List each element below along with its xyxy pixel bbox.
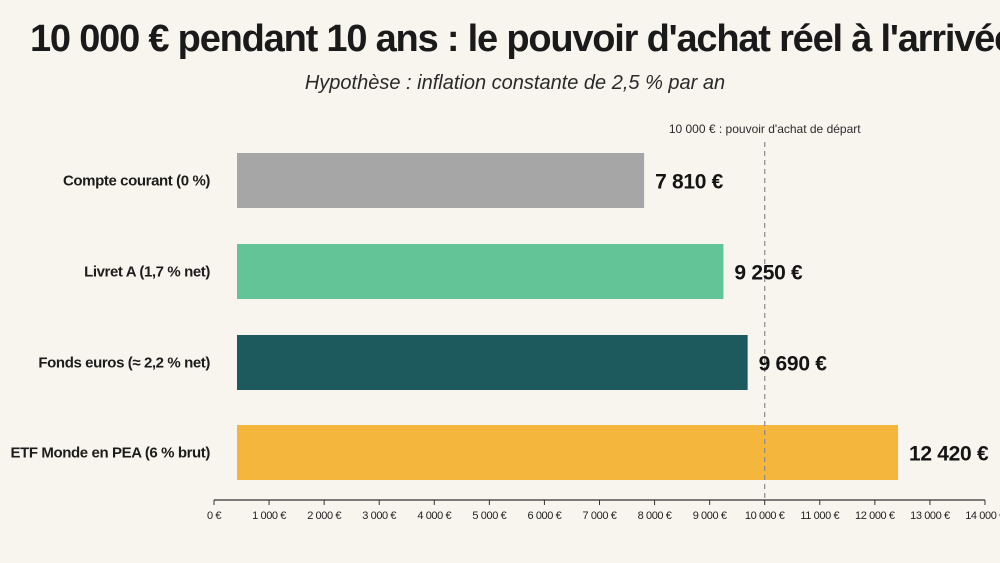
bar-2 — [237, 335, 748, 390]
x-tick-label-4: 4 000 € — [417, 510, 451, 522]
bars-layer — [237, 153, 898, 480]
bar-0 — [237, 153, 645, 208]
category-label-2: Fonds euros (≈ 2,2 % net) — [38, 355, 210, 372]
value-label-2: 9 690 € — [759, 353, 828, 376]
x-tick-label-3: 3 000 € — [362, 510, 396, 522]
reference-line-label: 10 000 € : pouvoir d'achat de départ — [669, 122, 861, 136]
x-tick-label-7: 7 000 € — [583, 510, 617, 522]
bar-1 — [237, 244, 724, 299]
category-label-0: Compte courant (0 %) — [63, 173, 210, 190]
x-tick-label-9: 9 000 € — [693, 510, 727, 522]
x-tick-label-5: 5 000 € — [472, 510, 506, 522]
x-tick-label-12: 12 000 € — [855, 510, 895, 522]
category-label-3: ETF Monde en PEA (6 % brut) — [11, 445, 211, 462]
chart-subtitle: Hypothèse : inflation constante de 2,5 %… — [304, 72, 726, 94]
reference-line-group: 10 000 € : pouvoir d'achat de départ — [669, 122, 861, 500]
x-tick-label-1: 1 000 € — [252, 510, 286, 522]
value-label-3: 12 420 € — [909, 443, 989, 466]
x-tick-label-2: 2 000 € — [307, 510, 341, 522]
x-axis: 0 € 1 000 € 2 000 € 3 000 € 4 000 € 5 000 € 6 … — [207, 499, 1000, 522]
category-label-1: Livret A (1,7 % net) — [84, 264, 210, 281]
x-tick-label-11: 11 000 € — [800, 510, 839, 522]
x-tick-label-10: 10 000 € — [745, 510, 785, 522]
value-label-0: 7 810 € — [655, 171, 724, 194]
x-tick-label-0: 0 € — [207, 510, 221, 522]
value-label-1: 9 250 € — [734, 262, 803, 285]
x-tick-label-13: 13 000 € — [910, 510, 950, 522]
bar-3 — [237, 425, 898, 480]
x-tick-label-6: 6 000 € — [527, 510, 561, 522]
x-tick-label-14: 14 000 € — [965, 510, 1000, 522]
x-tick-label-8: 8 000 € — [638, 510, 672, 522]
chart-title: 10 000 € pendant 10 ans : le pouvoir d'a… — [30, 18, 1000, 60]
labels-layer: Compte courant (0 %) 7 810 € Livret A (1,7… — [11, 171, 990, 466]
